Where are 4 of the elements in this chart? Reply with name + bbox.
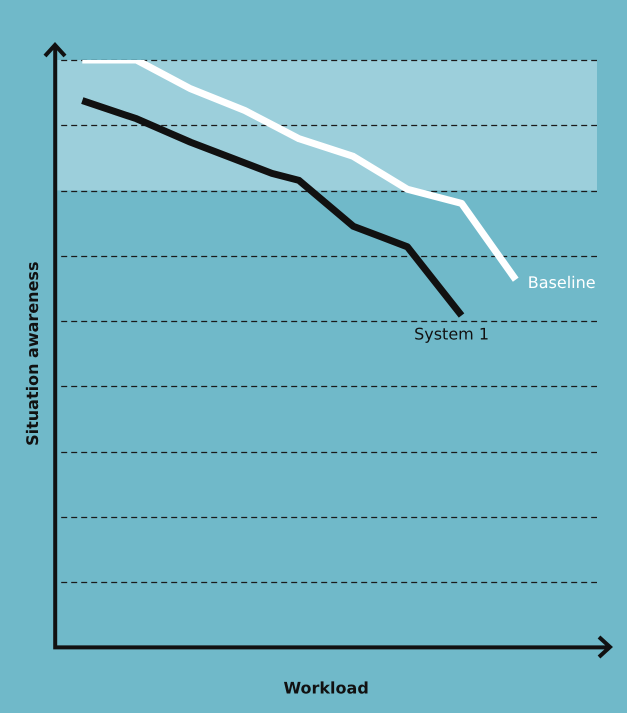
y-axis-title: Situation awareness xyxy=(22,262,42,446)
x-axis-title: Workload xyxy=(283,678,369,698)
series-label: Baseline xyxy=(528,272,596,292)
series-label: System 1 xyxy=(414,324,490,344)
